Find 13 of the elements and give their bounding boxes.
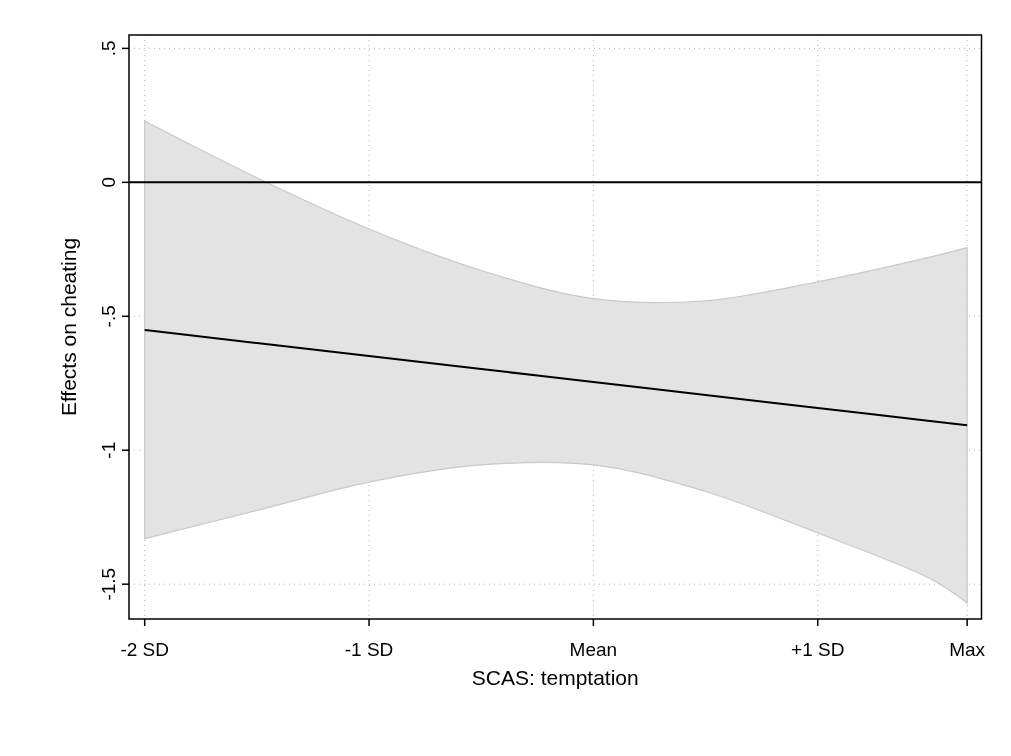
y-tick-label: -1 — [98, 441, 119, 459]
y-tick-label: -.5 — [98, 305, 119, 328]
x-tick-label: +1 SD — [791, 639, 845, 660]
y-axis-title: Effects on cheating — [57, 237, 80, 417]
x-tick-label: -1 SD — [344, 639, 394, 660]
x-tick-label: Max — [949, 639, 986, 660]
x-tick-label: Mean — [569, 639, 618, 660]
y-tick-label: 0 — [98, 177, 119, 188]
y-tick-label: .5 — [98, 40, 119, 57]
y-tick-label: -1.5 — [98, 567, 119, 601]
x-axis-title: SCAS: temptation — [471, 666, 639, 689]
line-series — [143, 328, 969, 427]
x-tick-label: -2 SD — [120, 639, 169, 660]
